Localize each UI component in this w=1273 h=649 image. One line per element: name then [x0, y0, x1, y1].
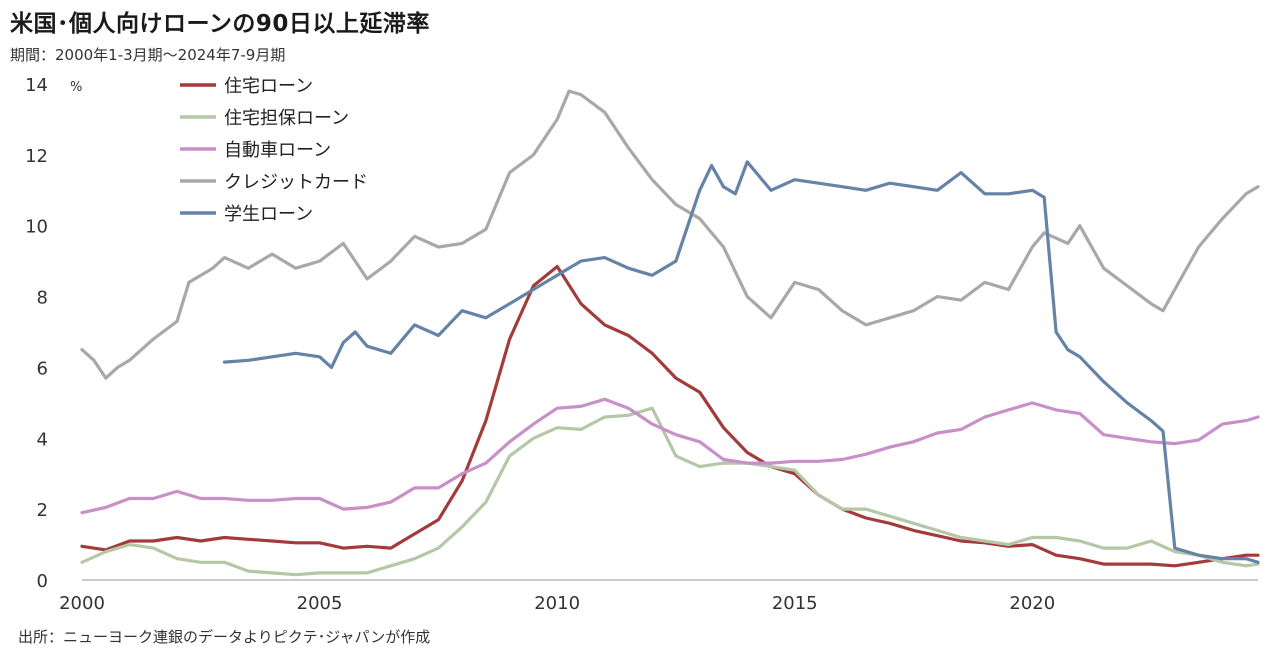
series-line [80, 406, 1260, 577]
series-line [80, 89, 1260, 380]
legend-label: 自動車ローン [224, 140, 331, 161]
series-line [222, 160, 1260, 564]
y-tick-label: 0 [37, 571, 48, 592]
x-tick-label: 2005 [297, 593, 343, 614]
chart-lines [80, 89, 1260, 577]
y-tick-label: 8 [37, 288, 48, 309]
y-tick-label: 2 [37, 500, 48, 521]
y-tick-label: 6 [37, 358, 48, 379]
y-tick-label: 14 [25, 75, 48, 96]
legend-label: 住宅担保ローン [224, 108, 349, 129]
legend-label: 学生ローン [224, 204, 313, 225]
x-tick-label: 2015 [772, 593, 818, 614]
x-tick-label: 2010 [534, 593, 580, 614]
y-axis-unit: % [70, 80, 82, 95]
x-tick-label: 2020 [1009, 593, 1055, 614]
series-line [80, 264, 1260, 568]
y-tick-label: 12 [25, 146, 48, 167]
chart-axes: 0 2 4 6 8 10 12 14 % 2000 2005 2010 2015 2020 [25, 75, 1258, 614]
y-tick-label: 10 [25, 217, 48, 238]
series-line [80, 397, 1260, 515]
chart-title: 米国･個人向けローンの90日以上延滞率 [10, 11, 430, 37]
legend-label: 住宅ローン [224, 76, 313, 97]
legend-label: クレジットカード [224, 172, 368, 193]
source-note: 出所：ニューヨーク連銀のデータよりピクテ･ジャパンが作成 [18, 628, 431, 646]
x-tick-label: 2000 [59, 593, 105, 614]
y-tick-label: 4 [37, 429, 48, 450]
chart-subtitle: 期間：2000年1-3月期～2024年7-9月期 [10, 46, 286, 64]
